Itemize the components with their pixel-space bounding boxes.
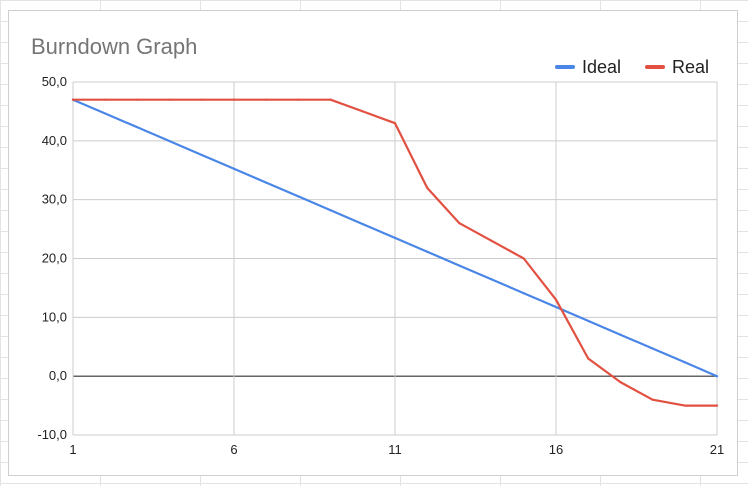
- y-tick-label: 10,0: [42, 309, 67, 324]
- x-tick-label: 6: [230, 442, 237, 457]
- x-tick-label: 21: [710, 442, 724, 457]
- data-point-ideal: [297, 195, 300, 198]
- data-point-real: [71, 98, 75, 101]
- data-point-ideal: [426, 250, 429, 253]
- data-point-real: [232, 98, 236, 101]
- x-tick-label: 11: [388, 442, 402, 457]
- data-point-ideal: [458, 264, 461, 267]
- data-point-real: [619, 380, 622, 384]
- data-point-ideal: [329, 209, 332, 212]
- x-tick-label: 16: [549, 442, 563, 457]
- data-point-real: [426, 186, 429, 189]
- data-point-real: [554, 298, 558, 301]
- x-axis-ticks: 1 6 11 16 21: [69, 442, 724, 457]
- data-point-real: [329, 98, 332, 101]
- data-point-real: [136, 98, 139, 101]
- data-point-ideal: [715, 375, 719, 378]
- y-tick-label: 40,0: [42, 133, 67, 148]
- data-point-real: [490, 239, 493, 242]
- legend: Ideal Real: [555, 57, 709, 77]
- data-point-real: [200, 98, 203, 101]
- data-point-ideal: [587, 319, 590, 322]
- data-point-real: [265, 98, 268, 101]
- y-tick-label: 30,0: [42, 192, 67, 207]
- grid-lines: [72, 81, 718, 436]
- data-point-real: [522, 257, 525, 260]
- data-point-real: [297, 98, 300, 101]
- data-point-real: [651, 398, 654, 401]
- data-point-ideal: [490, 278, 493, 281]
- data-point-ideal: [651, 347, 654, 350]
- data-point-ideal: [104, 112, 107, 115]
- data-point-ideal: [232, 167, 236, 170]
- data-point-real: [683, 404, 686, 407]
- y-tick-label: -10,0: [37, 427, 67, 442]
- chart-container[interactable]: Burndown Graph -10,0 0,0 10,0 20,0 30,0 40,0 5…: [8, 10, 738, 476]
- y-tick-label: 20,0: [42, 251, 67, 266]
- data-point-real: [104, 98, 107, 101]
- series-lines: [71, 98, 719, 407]
- legend-label-real: Real: [672, 57, 709, 77]
- data-point-ideal: [393, 236, 397, 240]
- data-point-ideal: [168, 140, 171, 143]
- y-axis-ticks: -10,0 0,0 10,0 20,0 30,0 40,0 50,0: [37, 74, 67, 442]
- data-point-ideal: [361, 222, 364, 226]
- chart-title: Burndown Graph: [31, 34, 197, 59]
- burndown-chart: Burndown Graph -10,0 0,0 10,0 20,0 30,0 40,0 5…: [31, 34, 724, 457]
- data-point-ideal: [683, 361, 686, 364]
- data-point-real: [458, 222, 461, 225]
- data-point-real: [587, 357, 590, 360]
- data-point-real: [361, 110, 364, 113]
- data-point-ideal: [522, 292, 525, 295]
- data-point-real: [168, 98, 171, 101]
- data-point-ideal: [265, 181, 268, 184]
- data-point-real: [393, 122, 397, 125]
- x-tick-label: 1: [69, 442, 76, 457]
- data-point-ideal: [619, 333, 622, 336]
- y-tick-label: 50,0: [42, 74, 67, 89]
- data-point-ideal: [554, 305, 558, 309]
- data-point-ideal: [200, 153, 203, 157]
- data-point-ideal: [136, 126, 139, 129]
- y-tick-label: 0,0: [49, 368, 67, 383]
- data-point-real: [715, 404, 719, 407]
- legend-label-ideal: Ideal: [582, 57, 621, 77]
